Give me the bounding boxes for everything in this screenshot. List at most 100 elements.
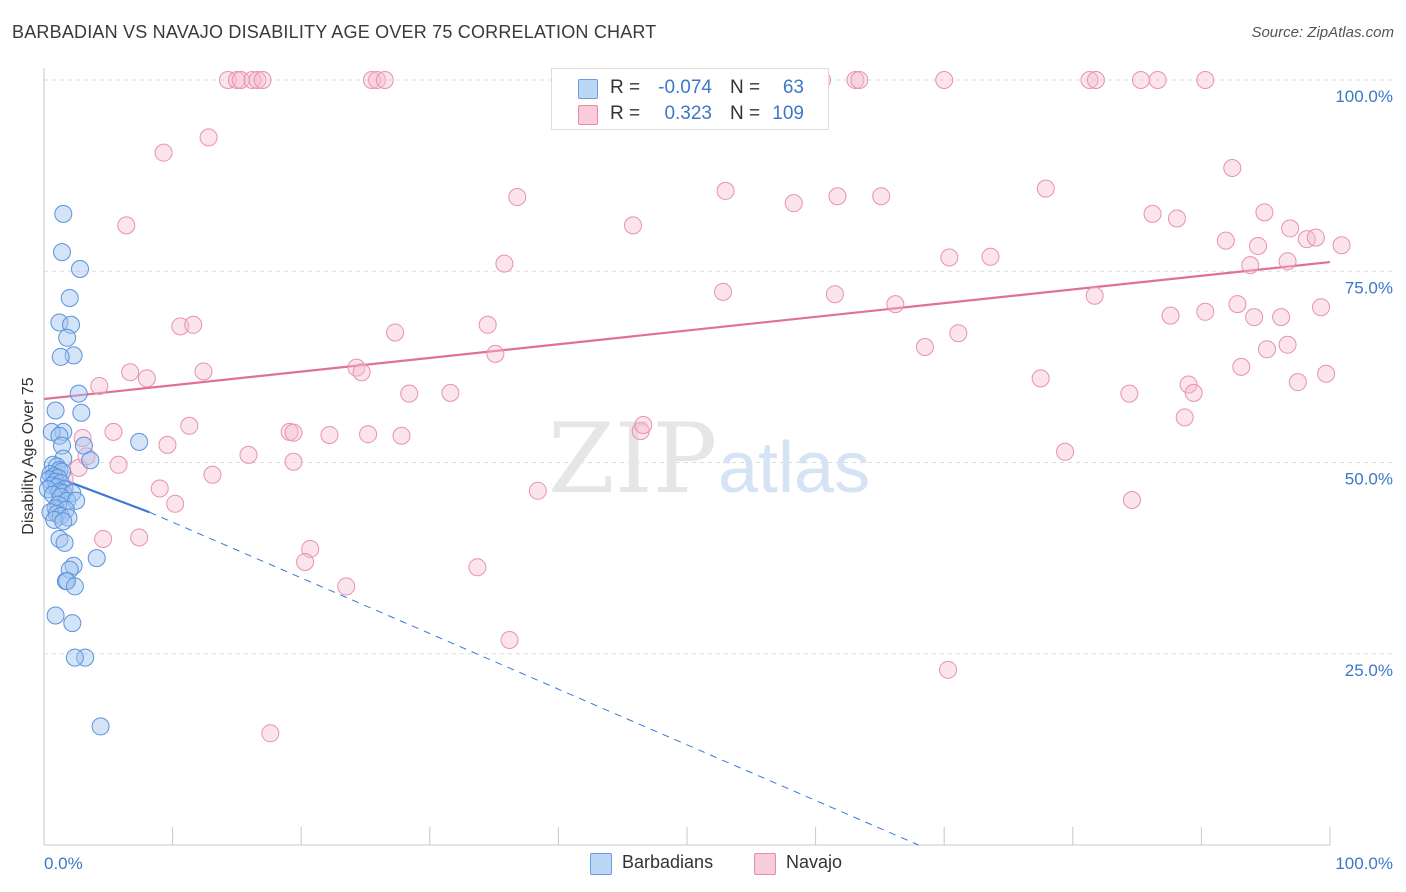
barbadian-point: [71, 259, 90, 278]
navajo-point: [109, 455, 128, 474]
navajo-point: [158, 435, 177, 454]
legend-row-barbadians: R = -0.074 N = 63: [552, 75, 828, 101]
chart-title: BARBADIAN VS NAVAJO DISABILITY AGE OVER …: [12, 22, 657, 42]
navajo-point: [1148, 71, 1167, 89]
navajo-point: [500, 630, 519, 649]
navajo-point: [915, 337, 934, 356]
navajo-point: [1306, 228, 1325, 247]
navajo-point: [1179, 375, 1198, 394]
barbadian-point: [60, 560, 79, 579]
navajo-point: [886, 295, 905, 314]
navajo-point: [137, 369, 156, 388]
navajo-point: [940, 248, 959, 267]
barbadian-point: [67, 491, 86, 510]
navajo-point: [1241, 256, 1260, 275]
barbadian-point: [63, 614, 82, 633]
navajo-point: [1080, 71, 1099, 89]
navajo-point: [441, 383, 460, 402]
legend-n-label: N =: [730, 103, 761, 124]
y-tick-label: 100.0%: [1335, 87, 1393, 106]
y-tick-label: 75.0%: [1345, 278, 1393, 297]
navajo-point: [180, 416, 199, 435]
barbadian-point: [51, 347, 70, 366]
legend-r-label: R =: [610, 77, 641, 98]
barbadian-point: [69, 384, 88, 403]
legend-r-value: 0.323: [664, 103, 712, 124]
navajo-point: [1278, 335, 1297, 354]
navajo-point: [218, 71, 237, 89]
navajo-point: [1317, 364, 1336, 383]
navajo-point: [227, 71, 246, 89]
navajo-point: [1056, 442, 1075, 461]
axes: [43, 68, 1331, 846]
navajo-point: [121, 363, 140, 382]
watermark: ZIP atlas: [548, 403, 870, 515]
navajo-point: [199, 128, 218, 147]
navajo-point: [825, 285, 844, 304]
navajo-point: [90, 377, 109, 395]
navajo-point: [850, 71, 869, 89]
navajo-point: [94, 530, 113, 548]
navajo-point: [1281, 219, 1300, 238]
trendline-barbadians: [149, 511, 919, 846]
navajo-point: [239, 445, 258, 464]
legend-n-label: N =: [730, 77, 761, 98]
navajo-point: [1245, 308, 1264, 327]
navajo-point: [846, 71, 865, 89]
gridlines: [44, 79, 1392, 655]
navajo-point: [949, 324, 968, 343]
legend-swatch-navajo: [754, 853, 776, 875]
barbadian-point: [46, 401, 65, 420]
navajo-point: [1131, 71, 1150, 89]
trendlines: [43, 260, 1331, 846]
navajo-point: [1122, 490, 1141, 509]
navajo-point: [194, 362, 213, 381]
navajo-point: [1272, 308, 1291, 327]
barbadian-point: [76, 648, 95, 667]
navajo-point: [1255, 203, 1274, 222]
navajo-point: [261, 724, 280, 743]
legend-row-navajo: R = 0.323 N = 109: [552, 101, 828, 127]
navajo-point: [104, 422, 123, 441]
barbadian-point: [53, 436, 72, 455]
navajo-point: [1311, 298, 1330, 317]
navajo-points: [55, 71, 1351, 743]
legend-swatch-barbadians: [590, 853, 612, 875]
barbadian-point: [53, 243, 72, 262]
barbadian-point: [87, 549, 106, 568]
navajo-point: [634, 416, 653, 435]
navajo-point: [1031, 369, 1050, 388]
barbadian-point: [55, 533, 74, 552]
navajo-point: [828, 187, 847, 206]
x-tick-label: 100.0%: [1335, 854, 1393, 873]
legend-label-navajo: Navajo: [786, 852, 843, 872]
legend-r-value: -0.074: [658, 77, 712, 98]
navajo-point: [784, 194, 803, 213]
navajo-point: [362, 71, 381, 89]
navajo-point: [392, 426, 411, 445]
navajo-point: [1175, 408, 1194, 427]
navajo-point: [1332, 236, 1351, 255]
legend-swatch-navajo: [578, 105, 598, 125]
navajo-point: [352, 363, 371, 382]
barbadian-point: [45, 510, 64, 529]
navajo-point: [716, 181, 735, 200]
navajo-point: [1278, 252, 1297, 271]
navajo-point: [495, 254, 514, 273]
navajo-point: [1184, 383, 1203, 402]
navajo-point: [284, 452, 303, 471]
navajo-point: [166, 494, 185, 513]
navajo-point: [1228, 295, 1247, 314]
navajo-point: [368, 71, 387, 89]
legend-n-value: 109: [772, 103, 804, 124]
trendline-barbadians: [43, 471, 150, 514]
legend-n-value: 63: [782, 77, 804, 98]
legend-swatch-barbadians: [578, 79, 598, 99]
navajo-point: [528, 481, 547, 500]
legend-label-barbadians: Barbadians: [622, 852, 714, 872]
barbadian-point: [60, 289, 79, 308]
barbadian-point: [54, 449, 73, 468]
navajo-point: [154, 143, 173, 162]
navajo-point: [375, 71, 394, 89]
barbadian-point: [65, 648, 84, 667]
